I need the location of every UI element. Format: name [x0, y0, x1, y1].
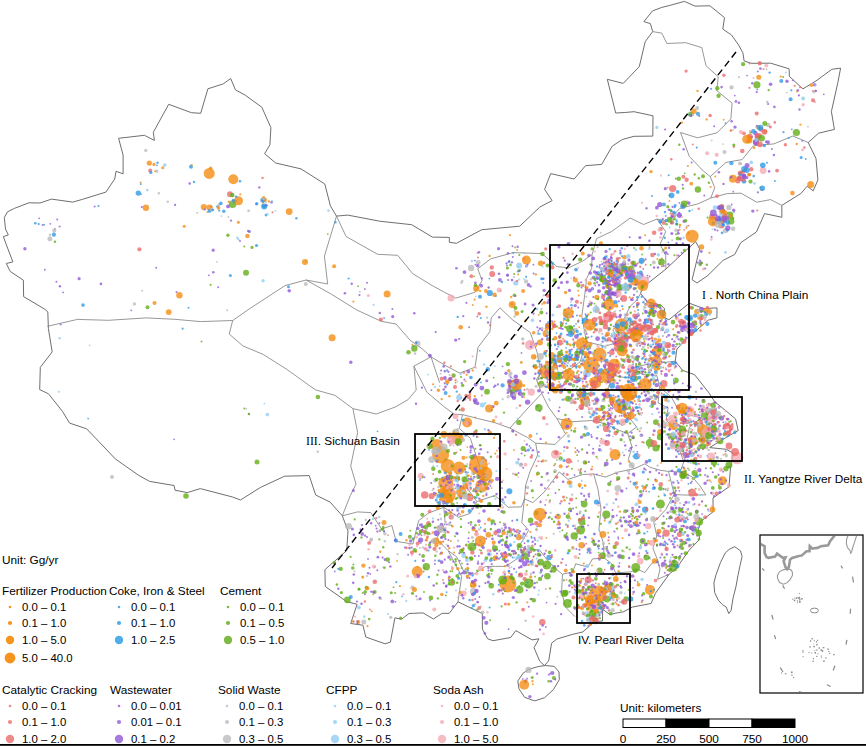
svg-text:Cement: Cement — [220, 584, 262, 598]
svg-text:0.1 – 0.5: 0.1 – 0.5 — [240, 617, 284, 629]
svg-text:0.1 – 1.0: 0.1 – 1.0 — [454, 716, 498, 728]
svg-text:0.5 – 1.0: 0.5 – 1.0 — [240, 634, 284, 646]
svg-text:0.3 – 0.5: 0.3 – 0.5 — [347, 733, 391, 745]
svg-text:0.1 – 0.2: 0.1 – 0.2 — [131, 733, 175, 745]
svg-text:Unit: Gg/yr: Unit: Gg/yr — [2, 553, 58, 567]
svg-text:0.1 – 1.0: 0.1 – 1.0 — [131, 617, 175, 629]
svg-text:0.0 – 0.1: 0.0 – 0.1 — [454, 700, 498, 712]
svg-text:IV. Pearl River Delta: IV. Pearl River Delta — [578, 633, 684, 647]
svg-text:1000: 1000 — [782, 732, 809, 746]
svg-text:1.0 – 2.5: 1.0 – 2.5 — [131, 634, 175, 646]
svg-text:500: 500 — [699, 732, 719, 746]
svg-text:Soda Ash: Soda Ash — [433, 683, 484, 697]
svg-text:1.0 – 2.0: 1.0 – 2.0 — [22, 733, 66, 745]
svg-text:III. Sichuan Basin: III. Sichuan Basin — [306, 434, 400, 448]
svg-text:II. Yangtze River Delta: II. Yangtze River Delta — [744, 472, 863, 486]
svg-text:0.1 – 1.0: 0.1 – 1.0 — [22, 716, 66, 728]
svg-text:0.0 – 0.1: 0.0 – 0.1 — [131, 601, 175, 613]
svg-text:0.0 – 0.1: 0.0 – 0.1 — [240, 601, 284, 613]
svg-text:Catalytic Cracking: Catalytic Cracking — [2, 683, 97, 697]
svg-text:250: 250 — [656, 732, 676, 746]
svg-text:Unit: kilometers: Unit: kilometers — [620, 701, 701, 715]
svg-text:0.1 – 0.3: 0.1 – 0.3 — [347, 716, 391, 728]
svg-text:Wastewater: Wastewater — [110, 683, 172, 697]
svg-text:0.1 – 0.3: 0.1 – 0.3 — [239, 716, 283, 728]
svg-text:750: 750 — [742, 732, 762, 746]
svg-text:0.01 – 0.1: 0.01 – 0.1 — [131, 716, 182, 728]
svg-text:0.0 – 0.1: 0.0 – 0.1 — [22, 601, 66, 613]
svg-text:1.0 – 5.0: 1.0 – 5.0 — [454, 733, 498, 745]
svg-text:1.0 – 5.0: 1.0 – 5.0 — [22, 634, 66, 646]
svg-text:Coke, Iron & Steel: Coke, Iron & Steel — [109, 584, 205, 598]
svg-text:Fertilizer Production: Fertilizer Production — [2, 584, 107, 598]
svg-text:0.1 – 1.0: 0.1 – 1.0 — [22, 617, 66, 629]
svg-text:5.0 – 40.0: 5.0 – 40.0 — [22, 652, 73, 664]
svg-text:0.0 – 0.01: 0.0 – 0.01 — [131, 700, 182, 712]
svg-text:0.3 – 0.5: 0.3 – 0.5 — [239, 733, 283, 745]
svg-text:0.0 – 0.1: 0.0 – 0.1 — [22, 700, 66, 712]
svg-text:0.0 – 0.1: 0.0 – 0.1 — [239, 700, 283, 712]
svg-text:0.0 – 0.1: 0.0 – 0.1 — [347, 700, 391, 712]
svg-text:CFPP: CFPP — [326, 683, 358, 697]
svg-text:I . North China Plain: I . North China Plain — [702, 288, 808, 302]
svg-text:0: 0 — [620, 732, 627, 746]
svg-text:Solid Waste: Solid Waste — [218, 683, 281, 697]
